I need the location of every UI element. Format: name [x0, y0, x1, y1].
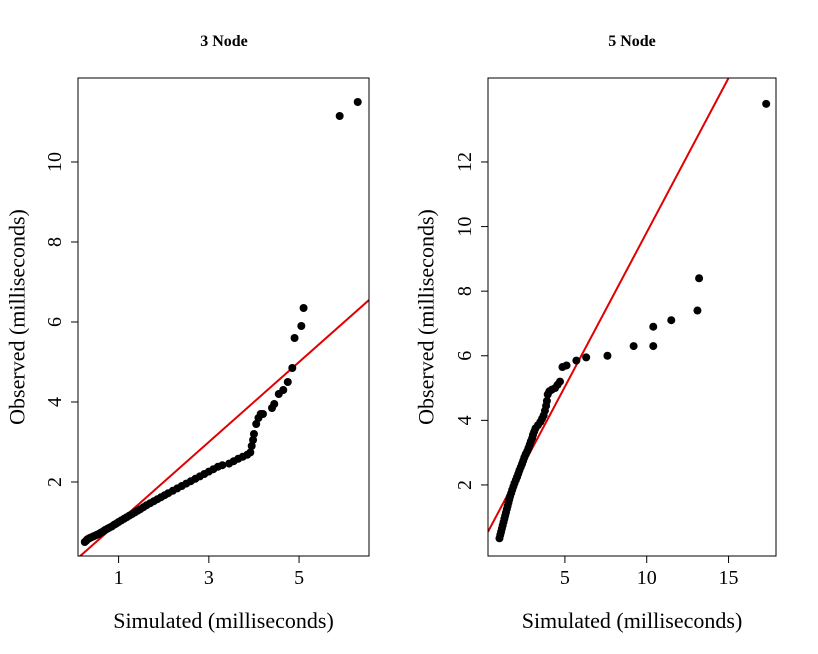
x-axis-label: Simulated (milliseconds)	[113, 608, 334, 633]
data-point	[279, 386, 288, 394]
x-tick-label: 1	[114, 567, 124, 589]
data-point	[649, 342, 658, 351]
data-point	[572, 356, 581, 365]
data-point	[335, 112, 344, 120]
panel-5-node: 5 Node 5 10 15 2 4 6 8 10 12 Simulated (millisecon…	[414, 33, 777, 633]
data-point	[270, 400, 279, 408]
x-tick-label: 3	[204, 567, 214, 589]
data-point	[288, 364, 297, 372]
data-point	[629, 342, 638, 351]
data-point	[252, 420, 261, 428]
y-axis-label: Observed (milliseconds)	[414, 209, 439, 425]
data-point	[353, 98, 362, 106]
y-tick-label: 12	[454, 152, 476, 172]
data-point	[556, 377, 564, 386]
data-point	[762, 99, 771, 108]
data-point	[562, 361, 571, 370]
chart-title: 3 Node	[200, 33, 248, 50]
data-point	[283, 378, 292, 386]
data-point	[246, 448, 255, 457]
x-tick-label: 5	[294, 567, 304, 589]
y-tick-label: 10	[454, 217, 476, 237]
y-tick-label: 6	[454, 351, 476, 361]
data-points	[80, 98, 362, 546]
data-point	[249, 430, 258, 438]
x-axis-label: Simulated (milliseconds)	[522, 608, 743, 633]
data-point	[249, 436, 258, 444]
data-point	[258, 410, 267, 418]
y-tick-label: 4	[44, 397, 66, 407]
x-tick-label: 15	[719, 567, 739, 589]
x-tick-label: 5	[560, 567, 570, 589]
data-point	[667, 316, 676, 325]
data-point	[542, 396, 551, 405]
data-point	[695, 274, 704, 283]
y-tick-label: 6	[44, 317, 66, 327]
data-point	[297, 322, 306, 330]
y-tick-label: 4	[454, 415, 476, 425]
data-point	[603, 351, 612, 360]
data-points	[495, 99, 771, 543]
y-axis-label: Observed (milliseconds)	[5, 209, 30, 425]
data-point	[290, 334, 299, 342]
chart-title: 5 Node	[608, 33, 656, 50]
y-tick-label: 2	[44, 477, 66, 487]
x-tick-label: 10	[637, 567, 657, 589]
y-tick-label: 8	[454, 286, 476, 296]
panel-3-node: 3 Node 1 3 5 2 4 6 8 10 Simulated (milliseconds) O…	[5, 33, 370, 633]
data-point	[582, 353, 591, 362]
plot-frame	[487, 77, 777, 557]
data-point	[693, 306, 702, 315]
data-point	[247, 442, 256, 450]
data-point	[218, 461, 227, 470]
y-tick-label: 8	[44, 237, 66, 247]
data-point	[649, 322, 658, 331]
data-point	[299, 304, 308, 312]
plot-frame	[77, 77, 370, 557]
y-tick-label: 10	[44, 152, 66, 172]
y-tick-label: 2	[454, 480, 476, 490]
